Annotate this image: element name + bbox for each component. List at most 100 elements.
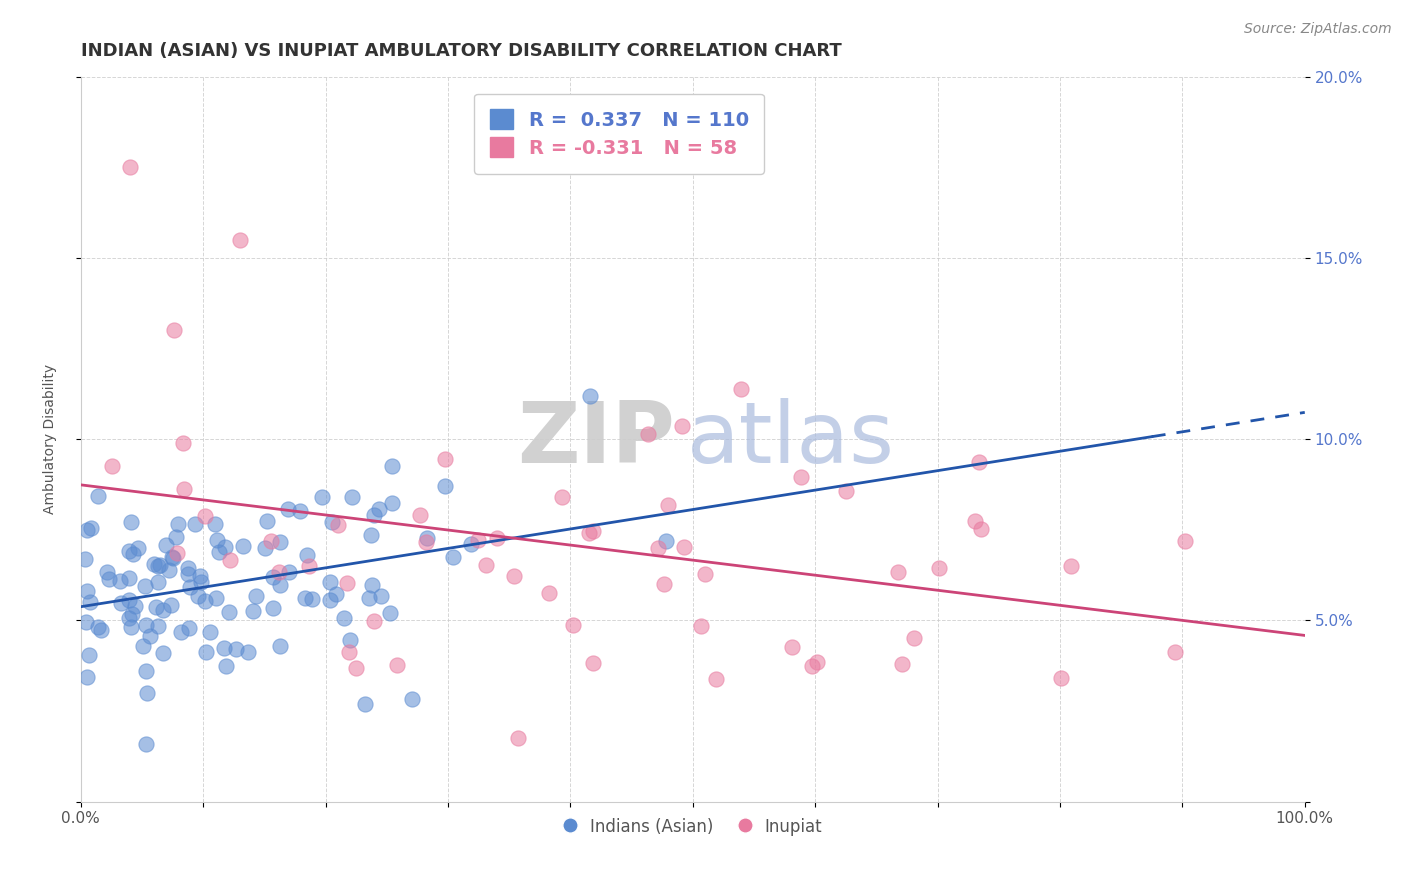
- Point: [441, 549, 464, 564]
- Point: [690, 619, 713, 633]
- Point: [298, 559, 321, 574]
- Point: [177, 567, 200, 582]
- Point: [200, 624, 222, 639]
- Point: [409, 508, 432, 522]
- Point: [87, 489, 110, 503]
- Y-axis label: Ambulatory Disability: Ambulatory Disability: [44, 364, 58, 514]
- Point: [579, 389, 602, 403]
- Point: [135, 618, 157, 632]
- Point: [834, 484, 856, 499]
- Text: INDIAN (ASIAN) VS INUPIAT AMBULATORY DISABILITY CORRELATION CHART: INDIAN (ASIAN) VS INUPIAT AMBULATORY DIS…: [80, 42, 841, 60]
- Point: [215, 658, 238, 673]
- Point: [143, 557, 166, 571]
- Point: [186, 589, 208, 603]
- Point: [89, 623, 111, 637]
- Point: [301, 591, 323, 606]
- Point: [363, 508, 385, 522]
- Point: [135, 737, 157, 751]
- Text: ZIP: ZIP: [516, 398, 675, 481]
- Point: [655, 533, 678, 548]
- Point: [79, 595, 101, 609]
- Point: [87, 620, 110, 634]
- Point: [253, 541, 276, 555]
- Point: [319, 592, 342, 607]
- Point: [127, 541, 149, 555]
- Point: [98, 572, 121, 586]
- Point: [163, 323, 186, 337]
- Point: [467, 533, 489, 548]
- Point: [318, 575, 340, 590]
- Point: [339, 632, 361, 647]
- Point: [647, 541, 669, 555]
- Point: [165, 529, 187, 543]
- Point: [380, 607, 402, 621]
- Point: [321, 515, 343, 529]
- Point: [344, 660, 367, 674]
- Point: [460, 537, 482, 551]
- Point: [801, 658, 824, 673]
- Point: [157, 563, 180, 577]
- Point: [416, 531, 439, 545]
- Point: [582, 524, 605, 538]
- Point: [262, 569, 284, 583]
- Point: [138, 629, 160, 643]
- Point: [146, 574, 169, 589]
- Point: [704, 673, 727, 687]
- Point: [1060, 559, 1083, 574]
- Point: [297, 548, 319, 562]
- Point: [538, 586, 561, 600]
- Point: [730, 382, 752, 396]
- Point: [311, 490, 333, 504]
- Point: [172, 436, 194, 450]
- Point: [110, 574, 132, 589]
- Point: [263, 601, 285, 615]
- Point: [173, 482, 195, 496]
- Point: [152, 603, 174, 617]
- Point: [120, 620, 142, 634]
- Point: [80, 521, 103, 535]
- Point: [177, 561, 200, 575]
- Point: [381, 458, 404, 473]
- Point: [502, 569, 524, 583]
- Point: [433, 478, 456, 492]
- Point: [75, 615, 97, 629]
- Point: [269, 639, 291, 653]
- Point: [110, 596, 132, 610]
- Text: Source: ZipAtlas.com: Source: ZipAtlas.com: [1244, 22, 1392, 37]
- Point: [333, 611, 356, 625]
- Point: [887, 566, 910, 580]
- Point: [782, 640, 804, 654]
- Point: [370, 589, 392, 603]
- Point: [242, 604, 264, 618]
- Point: [148, 558, 170, 573]
- Point: [368, 502, 391, 516]
- Point: [76, 670, 98, 684]
- Point: [325, 586, 347, 600]
- Point: [1164, 645, 1187, 659]
- Point: [294, 591, 316, 605]
- Point: [96, 565, 118, 579]
- Point: [890, 657, 912, 672]
- Point: [1050, 671, 1073, 685]
- Point: [229, 233, 252, 247]
- Point: [118, 160, 141, 174]
- Point: [256, 514, 278, 528]
- Point: [190, 574, 212, 589]
- Point: [806, 656, 828, 670]
- Point: [657, 499, 679, 513]
- Point: [789, 469, 811, 483]
- Point: [245, 589, 267, 603]
- Point: [671, 419, 693, 434]
- Point: [120, 516, 142, 530]
- Point: [118, 610, 141, 624]
- Point: [214, 640, 236, 655]
- Point: [194, 594, 217, 608]
- Point: [219, 553, 242, 567]
- Point: [336, 575, 359, 590]
- Point: [121, 607, 143, 622]
- Point: [578, 526, 600, 541]
- Point: [76, 523, 98, 537]
- Point: [207, 533, 229, 547]
- Point: [160, 598, 183, 612]
- Point: [475, 558, 498, 572]
